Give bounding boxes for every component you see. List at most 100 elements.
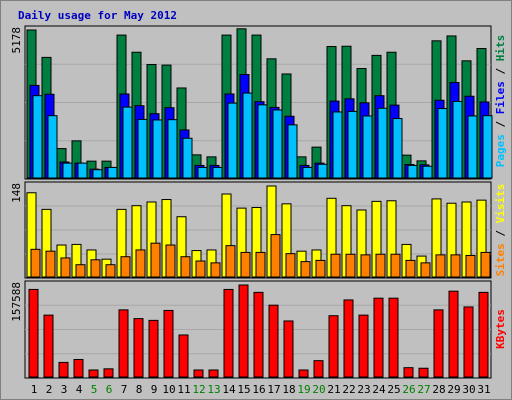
- x-tick-label: 5: [91, 383, 98, 396]
- x-tick-label: 22: [342, 383, 355, 396]
- bar-sites: [270, 234, 281, 278]
- bar-pages: [152, 119, 163, 179]
- bar-kbytes: [28, 288, 39, 378]
- x-tick-label: 3: [61, 383, 68, 396]
- bar-kbytes: [283, 320, 294, 378]
- bar-sites: [45, 250, 56, 278]
- y-max-label: 148: [10, 183, 23, 203]
- bar-pages: [182, 137, 193, 179]
- bar-sites: [60, 257, 71, 278]
- bar-sites: [465, 254, 476, 278]
- bar-pages: [377, 107, 388, 179]
- bar-sites: [75, 264, 86, 278]
- bar-pages: [302, 166, 313, 179]
- bar-sites: [315, 259, 326, 278]
- x-tick-label: 16: [252, 383, 265, 396]
- bar-pages: [482, 115, 493, 179]
- bar-kbytes: [253, 291, 264, 378]
- bar-pages: [437, 108, 448, 179]
- bar-pages: [62, 162, 73, 179]
- bar-pages: [332, 111, 343, 179]
- x-tick-label: 27: [417, 383, 430, 396]
- x-tick-label: 29: [447, 383, 460, 396]
- x-tick-label: 14: [222, 383, 236, 396]
- bar-kbytes: [388, 297, 399, 378]
- bar-pages: [452, 100, 463, 179]
- bar-kbytes: [88, 369, 99, 378]
- legend-kbytes: KBytes: [494, 309, 507, 349]
- bar-pages: [392, 118, 403, 179]
- bar-sites: [345, 253, 356, 278]
- legend-hits-files-pages: Pages / Files / Hits: [494, 35, 507, 168]
- bar-kbytes: [148, 319, 159, 378]
- bar-pages: [272, 109, 283, 179]
- bar-kbytes: [58, 361, 69, 378]
- bar-sites: [210, 262, 221, 278]
- x-tick-label: 20: [312, 383, 325, 396]
- bar-pages: [347, 110, 358, 179]
- bar-sites: [405, 259, 416, 278]
- bar-pages: [317, 163, 328, 179]
- bar-sites: [420, 262, 431, 278]
- legend-visits-sites: Sites / Visits: [494, 184, 507, 277]
- bar-sites: [375, 253, 386, 278]
- x-tick-label: 15: [237, 383, 250, 396]
- bar-kbytes: [208, 369, 219, 378]
- legend-sites: Sites: [494, 243, 507, 276]
- legend-separator: /: [494, 114, 507, 134]
- bar-sites: [360, 254, 371, 278]
- x-tick-label: 1: [31, 383, 38, 396]
- x-tick-label: 31: [477, 383, 490, 396]
- bar-kbytes: [193, 369, 204, 378]
- legend-kbytes: KBytes: [494, 309, 507, 349]
- bar-kbytes: [133, 318, 144, 378]
- bar-sites: [255, 251, 266, 278]
- x-tick-label: 28: [432, 383, 445, 396]
- bar-pages: [122, 106, 133, 179]
- x-tick-label: 26: [402, 383, 415, 396]
- x-tick-label: 17: [267, 383, 280, 396]
- bar-sites: [165, 244, 176, 278]
- x-tick-label: 9: [151, 383, 158, 396]
- bar-kbytes: [478, 291, 489, 378]
- bar-sites: [450, 254, 461, 278]
- bar-pages: [77, 162, 88, 179]
- x-tick-label: 13: [207, 383, 220, 396]
- bar-kbytes: [433, 309, 444, 378]
- bar-kbytes: [118, 309, 129, 378]
- bar-pages: [107, 166, 118, 179]
- bar-sites: [135, 249, 146, 278]
- bar-sites: [120, 256, 131, 278]
- x-tick-label: 2: [46, 383, 53, 396]
- bar-pages: [227, 102, 238, 179]
- bar-pages: [197, 166, 208, 179]
- bar-kbytes: [298, 369, 309, 378]
- y-max-label: 5178: [10, 27, 23, 54]
- bar-sites: [30, 248, 41, 278]
- bar-pages: [242, 92, 253, 179]
- x-tick-label: 12: [192, 383, 205, 396]
- chart-title: Daily usage for May 2012: [18, 9, 177, 22]
- bar-kbytes: [313, 360, 324, 378]
- bar-kbytes: [178, 334, 189, 378]
- bar-kbytes: [163, 309, 174, 378]
- bar-kbytes: [463, 306, 474, 378]
- bar-sites: [225, 245, 236, 278]
- x-tick-label: 25: [387, 383, 400, 396]
- y-max-label: 157588: [10, 282, 23, 322]
- bar-sites: [150, 242, 161, 278]
- bar-kbytes: [328, 315, 339, 378]
- bar-kbytes: [403, 367, 414, 378]
- bar-kbytes: [358, 314, 369, 378]
- bar-pages: [92, 169, 103, 179]
- bar-pages: [362, 115, 373, 179]
- legend-hits: Hits: [494, 35, 507, 62]
- bar-kbytes: [73, 358, 84, 378]
- bar-sites: [435, 254, 446, 278]
- bar-sites: [285, 253, 296, 278]
- bar-sites: [390, 253, 401, 278]
- x-tick-label: 19: [297, 383, 310, 396]
- legend-files: Files: [494, 81, 507, 114]
- bar-pages: [422, 165, 433, 179]
